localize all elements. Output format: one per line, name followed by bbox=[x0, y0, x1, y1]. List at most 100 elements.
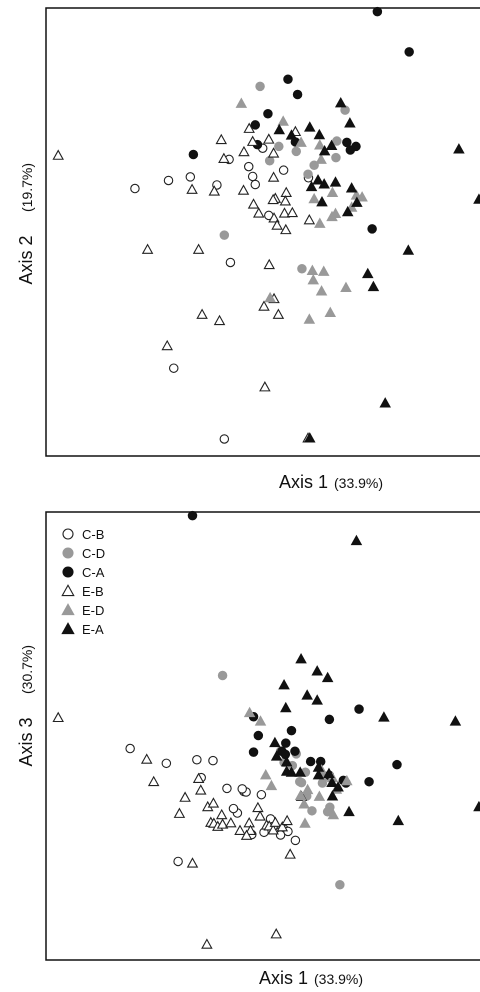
data-point bbox=[130, 183, 140, 194]
data-point bbox=[269, 816, 282, 827]
data-point bbox=[192, 243, 205, 254]
data-point bbox=[392, 759, 402, 770]
data-point bbox=[179, 791, 191, 802]
data-point bbox=[316, 196, 328, 207]
legend-marker-c-a bbox=[62, 566, 74, 578]
data-point bbox=[208, 755, 218, 766]
data-point bbox=[344, 117, 356, 128]
data-point bbox=[218, 152, 230, 163]
legend-label-c-b: C-B bbox=[82, 527, 104, 542]
data-point bbox=[327, 808, 340, 820]
data-point bbox=[267, 193, 279, 205]
data-point bbox=[173, 807, 186, 818]
legend-label-c-d: C-D bbox=[82, 546, 105, 561]
data-point bbox=[324, 306, 337, 318]
data-point bbox=[281, 738, 291, 748]
data-point bbox=[402, 244, 415, 255]
data-point bbox=[240, 829, 253, 840]
data-point bbox=[250, 179, 261, 190]
data-point bbox=[186, 183, 198, 194]
data-point bbox=[317, 265, 330, 276]
data-point bbox=[219, 434, 230, 444]
data-point bbox=[237, 784, 247, 794]
data-point bbox=[228, 803, 239, 814]
data-point bbox=[258, 300, 270, 311]
data-point bbox=[291, 146, 302, 157]
data-point bbox=[307, 806, 317, 816]
data-point bbox=[247, 171, 258, 182]
data-point bbox=[307, 273, 320, 285]
legend-marker-c-b bbox=[62, 528, 74, 540]
data-point bbox=[254, 810, 266, 821]
series-e-a bbox=[273, 97, 480, 443]
data-point bbox=[290, 746, 300, 756]
data-point bbox=[252, 801, 264, 813]
data-point bbox=[345, 145, 356, 155]
data-point bbox=[243, 161, 254, 172]
x-axis-label: Axis 1 bbox=[279, 472, 328, 492]
data-point bbox=[273, 123, 286, 135]
points-layer bbox=[52, 6, 480, 444]
data-point bbox=[250, 120, 261, 130]
legend-label-e-a: E-A bbox=[82, 622, 104, 637]
data-point bbox=[295, 652, 307, 664]
data-point bbox=[255, 81, 265, 92]
data-point bbox=[280, 701, 292, 713]
data-point bbox=[238, 145, 250, 157]
data-point bbox=[315, 285, 328, 296]
data-point bbox=[263, 133, 275, 144]
data-point bbox=[305, 756, 316, 767]
data-point bbox=[213, 314, 226, 326]
data-point bbox=[265, 779, 278, 791]
data-point bbox=[285, 129, 298, 140]
data-point bbox=[272, 308, 285, 319]
data-point bbox=[306, 264, 319, 275]
data-point bbox=[256, 789, 267, 800]
legend-marker-c-d bbox=[62, 547, 74, 559]
data-point bbox=[286, 206, 299, 218]
data-point bbox=[294, 766, 306, 777]
data-point bbox=[254, 715, 267, 726]
data-point bbox=[278, 678, 290, 690]
data-point bbox=[342, 137, 352, 148]
data-point bbox=[354, 704, 364, 714]
data-point bbox=[311, 694, 323, 705]
x-axis-title: Axis 1 bbox=[259, 968, 308, 988]
data-point bbox=[140, 753, 153, 764]
data-point bbox=[280, 756, 293, 767]
data-point bbox=[304, 121, 316, 132]
data-point bbox=[207, 797, 220, 808]
data-point bbox=[161, 758, 172, 769]
data-point bbox=[192, 754, 202, 765]
data-point bbox=[279, 195, 292, 206]
x-axis-label: Axis 1 bbox=[259, 968, 308, 988]
y-axis-percentage: (19.7%) bbox=[19, 163, 35, 212]
x-axis-percentage: (33.9%) bbox=[334, 475, 383, 491]
data-point bbox=[243, 706, 256, 718]
data-point bbox=[312, 174, 324, 185]
data-point bbox=[235, 97, 248, 108]
data-point bbox=[168, 363, 179, 373]
data-point bbox=[216, 818, 229, 829]
data-point bbox=[313, 128, 326, 140]
data-point bbox=[259, 381, 271, 392]
data-point bbox=[248, 747, 259, 757]
data-point bbox=[187, 510, 198, 521]
data-point bbox=[270, 750, 283, 761]
data-point bbox=[303, 169, 313, 179]
series-e-d bbox=[243, 706, 353, 828]
y-axis-title: Axis 3 bbox=[16, 717, 36, 766]
data-point bbox=[222, 783, 232, 794]
data-point bbox=[299, 817, 311, 828]
data-point bbox=[268, 212, 280, 223]
data-point bbox=[313, 790, 326, 801]
data-point bbox=[372, 6, 383, 17]
series-c-a bbox=[187, 510, 402, 788]
data-point bbox=[340, 281, 352, 292]
data-point bbox=[473, 800, 480, 812]
data-point bbox=[321, 671, 334, 683]
data-point bbox=[305, 180, 318, 192]
y-axis-label: Axis 3 (30.7%) bbox=[16, 645, 36, 767]
series-e-a bbox=[269, 534, 480, 826]
data-point bbox=[303, 313, 316, 324]
